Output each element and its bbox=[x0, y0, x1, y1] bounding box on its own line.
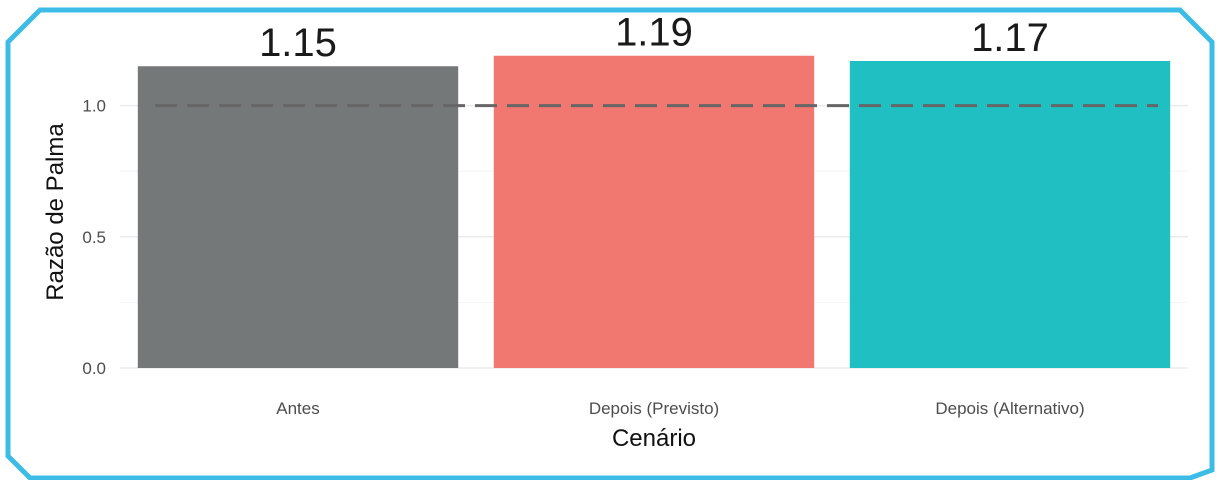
x-tick-label: Depois (Alternativo) bbox=[935, 399, 1084, 418]
y-axis-title: Razão de Palma bbox=[42, 123, 69, 301]
y-tick-label: 0.0 bbox=[82, 359, 106, 378]
bar bbox=[137, 66, 459, 369]
bar bbox=[493, 55, 815, 369]
x-tick-label: Depois (Previsto) bbox=[589, 399, 719, 418]
x-axis-ticks: Antes Depois (Previsto) Depois (Alternativ… bbox=[276, 399, 1084, 418]
frame-border bbox=[5, 7, 1215, 480]
y-tick-label: 1.0 bbox=[82, 97, 106, 116]
x-axis-title: Cenário bbox=[612, 425, 696, 452]
bar bbox=[849, 60, 1171, 368]
bar-value-label: 1.19 bbox=[615, 11, 693, 55]
bar-value-label: 1.17 bbox=[971, 16, 1049, 60]
bar-value-label: 1.15 bbox=[259, 21, 337, 65]
bars bbox=[137, 55, 1171, 369]
x-tick-label: Antes bbox=[276, 399, 319, 418]
y-tick-label: 0.5 bbox=[82, 228, 106, 247]
y-axis-ticks: 0.0 0.5 1.0 bbox=[82, 97, 106, 378]
data-labels: 1.15 1.19 1.17 bbox=[259, 11, 1049, 65]
